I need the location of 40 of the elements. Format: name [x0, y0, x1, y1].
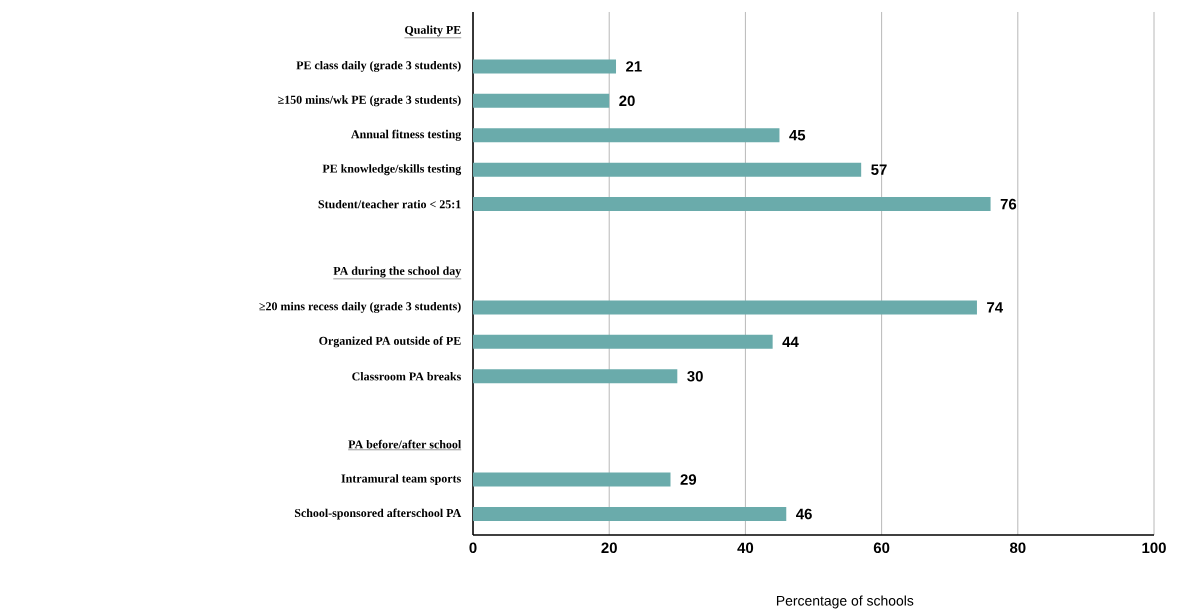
- x-tick-label: 40: [737, 542, 754, 554]
- x-tick-label: 80: [1009, 542, 1026, 554]
- data-label: 20: [619, 95, 635, 107]
- y-tick-label: School-sponsored afterschool PA: [294, 508, 462, 520]
- data-label: 74: [987, 302, 1004, 313]
- data-label: 46: [796, 508, 812, 520]
- data-label: 21: [626, 61, 642, 72]
- y-tick-label: Intramural team sports: [341, 474, 461, 485]
- y-tick-label: Quality PE: [405, 25, 461, 37]
- y-tick-label: PA during the school day: [333, 266, 462, 278]
- data-label: 76: [1000, 198, 1017, 210]
- y-tick-label: PE knowledge/skills testing: [322, 164, 462, 176]
- data-label: 29: [680, 474, 697, 485]
- bar: [473, 128, 780, 143]
- data-label: 45: [789, 130, 806, 141]
- y-tick-label: ≥20 mins recess daily (grade 3 students): [259, 301, 461, 313]
- bar: [473, 472, 671, 487]
- bar: [473, 197, 991, 212]
- y-tick-label: PE class daily (grade 3 students): [296, 60, 461, 72]
- bar: [473, 59, 617, 74]
- y-tick-label: Classroom PA breaks: [352, 372, 461, 381]
- y-tick-label: ≥150 mins/wk PE (grade 3 students): [278, 95, 461, 107]
- x-tick-label: 20: [601, 542, 617, 554]
- y-tick-label: PA before/after school: [348, 439, 462, 449]
- x-tick-label: 100: [1142, 542, 1166, 554]
- bar: [473, 93, 610, 108]
- bar: [473, 334, 773, 349]
- bar: [473, 369, 678, 384]
- y-tick-label: Student/teacher ratio < 25:1: [318, 199, 461, 209]
- x-tick-label: 0: [469, 542, 477, 554]
- bar: [473, 506, 787, 521]
- data-label: 57: [871, 164, 887, 175]
- bar: [473, 162, 862, 177]
- bar: [473, 300, 977, 315]
- y-tick-label: Organized PA outside of PE: [319, 336, 461, 348]
- x-axis-title: Percentage of schools: [776, 595, 914, 609]
- data-label: 44: [782, 336, 799, 347]
- y-tick-label: Annual fitness testing: [351, 129, 462, 141]
- data-label: 30: [687, 370, 703, 382]
- x-tick-label: 60: [873, 542, 890, 554]
